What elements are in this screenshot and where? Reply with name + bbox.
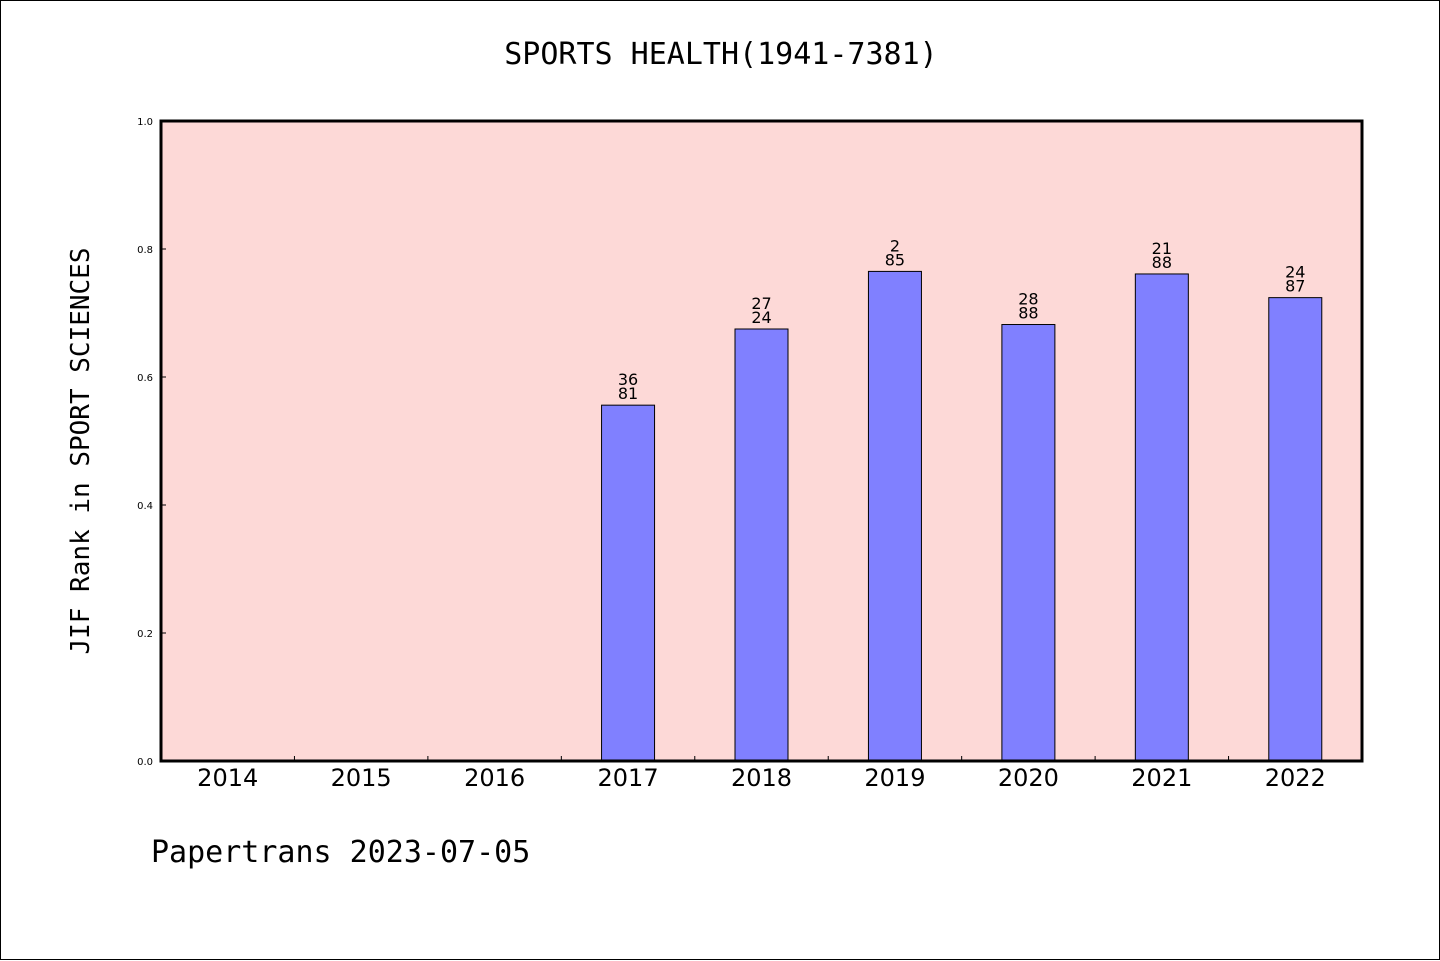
bar-2020: [1001, 324, 1056, 762]
y-tick-label-1.0: 1.0: [137, 117, 153, 128]
plot-border: [159, 119, 1364, 763]
data-label-top-2019: 2: [890, 236, 900, 255]
x-tick-label-2016: 2016: [464, 764, 525, 792]
x-tick-label-2022: 2022: [1265, 764, 1326, 792]
data-label-bottom-2020: 88: [1018, 304, 1038, 323]
data-label-bottom-2018: 24: [751, 308, 771, 327]
y-tick-label-0.0: 0.0: [137, 757, 153, 768]
bar-2019: [867, 270, 922, 762]
y-tick-label-0.8: 0.8: [137, 245, 153, 256]
chart-title: SPORTS HEALTH(1941-7381): [504, 37, 938, 72]
x-tick-label-2017: 2017: [598, 764, 659, 792]
x-tick-label-2020: 2020: [998, 764, 1059, 792]
data-label-bottom-2022: 87: [1285, 277, 1305, 296]
x-tick-label-2021: 2021: [1131, 764, 1192, 792]
bar-2021: [1134, 273, 1189, 762]
y-tick-label-0.6: 0.6: [137, 373, 153, 384]
y-tick-label-0.2: 0.2: [137, 629, 153, 640]
data-label-top-2021: 21: [1152, 239, 1172, 258]
bar-2022: [1268, 297, 1323, 762]
x-tick-label-2014: 2014: [197, 764, 258, 792]
bar-2018: [734, 328, 789, 762]
data-label-bottom-2021: 88: [1152, 253, 1172, 272]
bar-2017: [601, 404, 656, 762]
x-tick-label-2015: 2015: [331, 764, 392, 792]
data-label-top-2018: 27: [751, 294, 771, 313]
x-tick-label-2018: 2018: [731, 764, 792, 792]
data-label-top-2017: 36: [618, 370, 638, 389]
data-label-top-2022: 24: [1285, 263, 1305, 282]
data-label-bottom-2017: 81: [618, 384, 638, 403]
data-label-bottom-2019: 85: [885, 250, 905, 269]
x-tick-label-2019: 2019: [864, 764, 925, 792]
y-tick-label-0.4: 0.4: [137, 501, 153, 512]
footer-text: Papertrans 2023-07-05: [151, 835, 531, 870]
data-label-top-2020: 28: [1018, 290, 1038, 309]
